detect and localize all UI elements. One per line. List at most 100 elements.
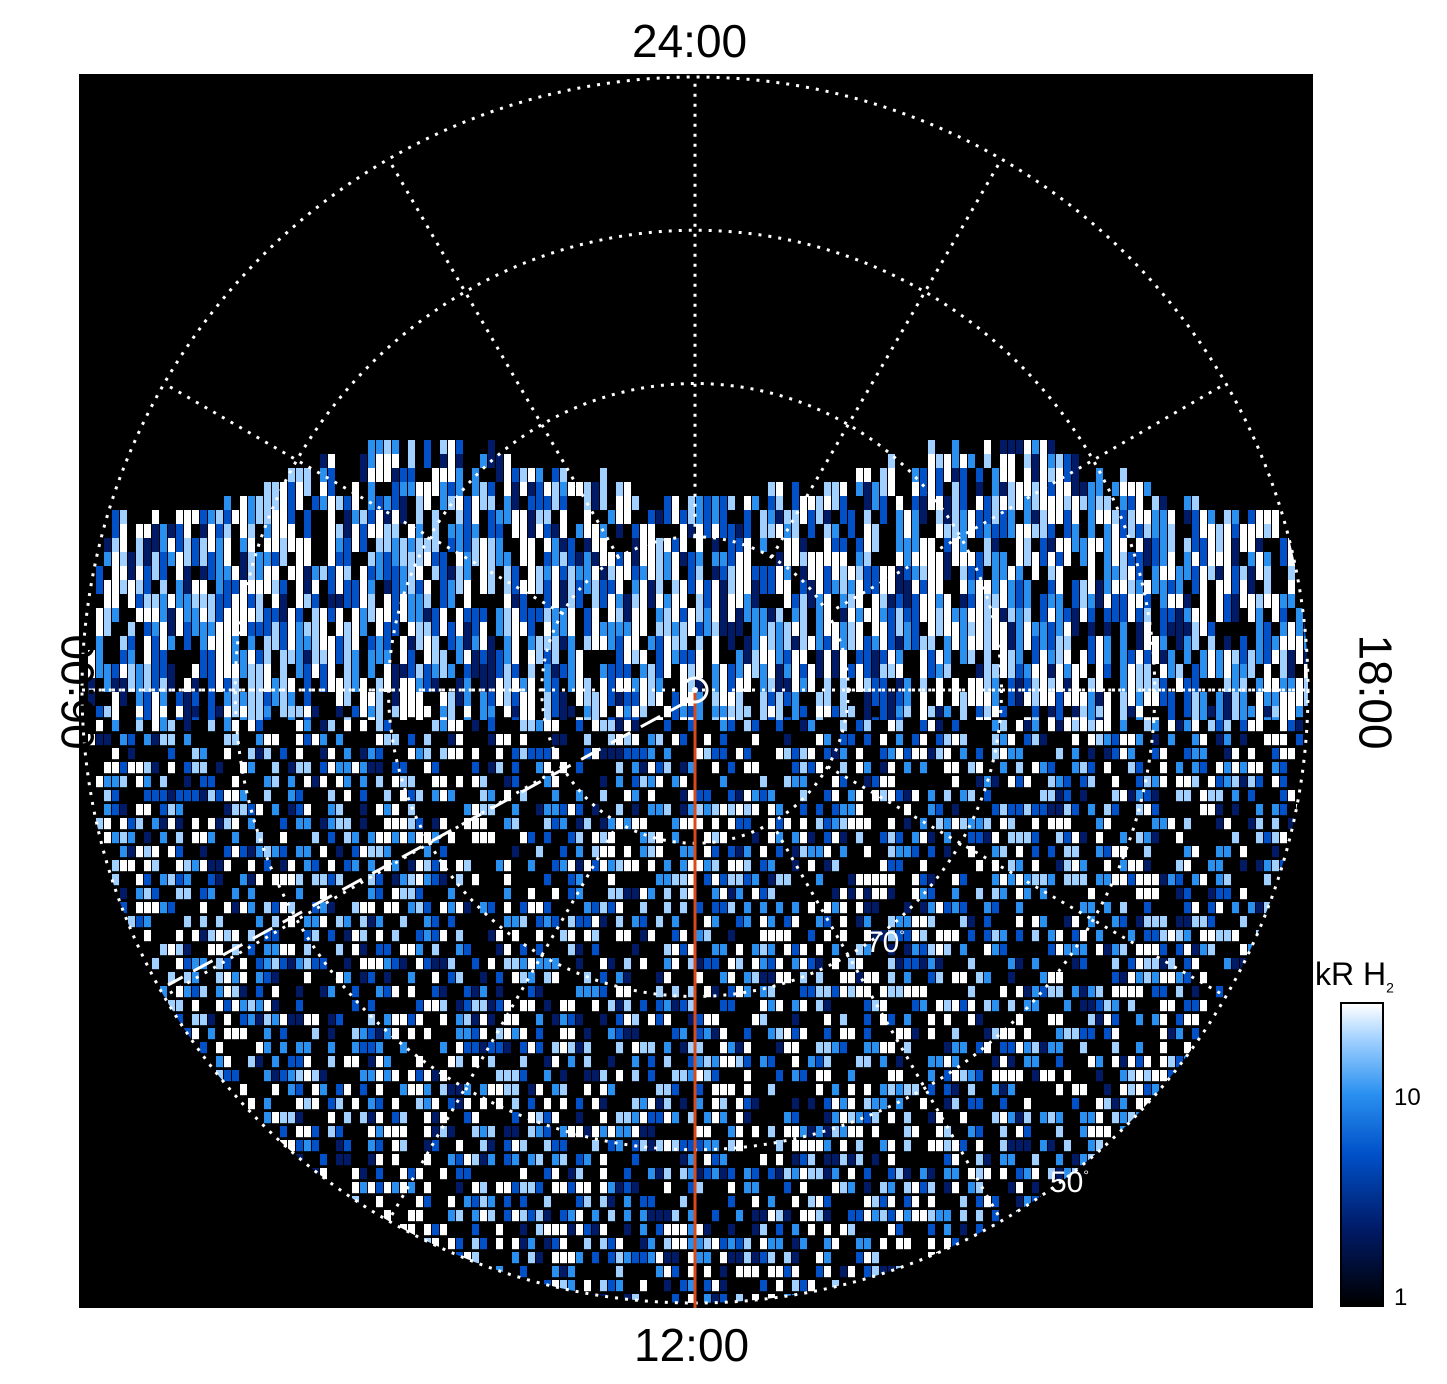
emission-cell xyxy=(424,1084,431,1096)
emission-cell xyxy=(608,1056,615,1068)
emission-cell xyxy=(1160,972,1167,984)
emission-cell xyxy=(752,944,759,956)
emission-cell xyxy=(360,580,367,608)
emission-cell xyxy=(688,874,695,886)
emission-cell xyxy=(600,874,607,886)
emission-cell xyxy=(656,846,663,858)
emission-cell xyxy=(232,818,239,830)
emission-cell xyxy=(728,972,735,984)
emission-cell xyxy=(1280,790,1287,802)
emission-cell xyxy=(168,832,175,844)
emission-cell xyxy=(816,734,823,746)
emission-cell xyxy=(320,986,327,998)
emission-cell xyxy=(1272,832,1279,844)
emission-cell xyxy=(1296,720,1303,732)
emission-cell xyxy=(704,1252,711,1264)
emission-cell xyxy=(808,986,815,998)
emission-cell xyxy=(448,1210,455,1222)
emission-cell xyxy=(248,762,255,774)
emission-cell xyxy=(1024,804,1031,816)
emission-cell xyxy=(752,874,759,886)
emission-cell xyxy=(720,902,727,914)
emission-cell xyxy=(608,720,615,732)
emission-cell xyxy=(416,692,423,720)
emission-cell xyxy=(592,622,599,650)
emission-cell xyxy=(928,650,935,678)
emission-cell xyxy=(840,748,847,760)
emission-cell xyxy=(984,916,991,928)
emission-cell xyxy=(1024,1056,1031,1068)
emission-cell xyxy=(728,706,735,718)
emission-cell xyxy=(472,1196,479,1208)
emission-cell xyxy=(752,1098,759,1110)
emission-cell xyxy=(440,1014,447,1026)
emission-cell xyxy=(320,734,327,746)
emission-cell xyxy=(464,944,471,956)
emission-cell xyxy=(952,762,959,774)
emission-cell xyxy=(992,1126,999,1138)
emission-cell xyxy=(1000,874,1007,886)
emission-cell xyxy=(720,1168,727,1180)
emission-cell xyxy=(744,846,751,858)
emission-cell xyxy=(1024,622,1031,650)
emission-cell xyxy=(592,524,599,552)
emission-cell xyxy=(1008,1056,1015,1068)
emission-cell xyxy=(592,1252,599,1264)
emission-cell xyxy=(1000,734,1007,746)
emission-cell xyxy=(256,1014,263,1026)
emission-cell xyxy=(504,1070,511,1082)
emission-cell xyxy=(504,1056,511,1068)
emission-cell xyxy=(1240,832,1247,844)
emission-cell xyxy=(216,818,223,830)
emission-cell xyxy=(1200,972,1207,984)
emission-cell xyxy=(1120,930,1127,942)
emission-cell xyxy=(960,944,967,956)
emission-cell xyxy=(456,1238,463,1250)
emission-cell xyxy=(1000,1154,1007,1166)
emission-cell xyxy=(800,790,807,802)
emission-cell xyxy=(992,552,999,580)
emission-cell xyxy=(1032,1154,1039,1166)
emission-cell xyxy=(920,944,927,956)
emission-cell xyxy=(952,440,959,468)
emission-cell xyxy=(720,1084,727,1096)
emission-cell xyxy=(696,1084,703,1096)
emission-cell xyxy=(1016,678,1023,706)
emission-cell xyxy=(464,902,471,914)
emission-cell xyxy=(456,1182,463,1194)
emission-cell xyxy=(1144,846,1151,858)
emission-cell xyxy=(1168,552,1175,580)
emission-cell xyxy=(568,510,575,538)
emission-cell xyxy=(560,902,567,914)
emission-cell xyxy=(1184,636,1191,664)
emission-cell xyxy=(784,1112,791,1124)
emission-cell xyxy=(368,888,375,900)
emission-cell xyxy=(800,1028,807,1040)
emission-cell xyxy=(1032,1042,1039,1054)
emission-cell xyxy=(344,776,351,788)
emission-cell xyxy=(664,1252,671,1264)
emission-cell xyxy=(424,1196,431,1208)
emission-cell xyxy=(976,1140,983,1152)
emission-cell xyxy=(712,1210,719,1222)
emission-cell xyxy=(808,846,815,858)
emission-cell xyxy=(464,916,471,928)
emission-cell xyxy=(320,720,327,732)
emission-cell xyxy=(712,1014,719,1026)
emission-cell xyxy=(664,1098,671,1110)
emission-cell xyxy=(960,636,967,664)
emission-cell xyxy=(344,762,351,774)
emission-cell xyxy=(888,1196,895,1208)
emission-cell xyxy=(544,720,551,732)
emission-cell xyxy=(1032,1070,1039,1082)
emission-cell xyxy=(736,1266,743,1278)
emission-cell xyxy=(552,734,559,746)
emission-cell xyxy=(1072,496,1079,524)
emission-cell xyxy=(888,986,895,998)
emission-cell xyxy=(368,1070,375,1082)
emission-cell xyxy=(912,902,919,914)
emission-cell xyxy=(1072,986,1079,998)
emission-cell xyxy=(448,790,455,802)
emission-cell xyxy=(400,790,407,802)
emission-cell xyxy=(640,1098,647,1110)
